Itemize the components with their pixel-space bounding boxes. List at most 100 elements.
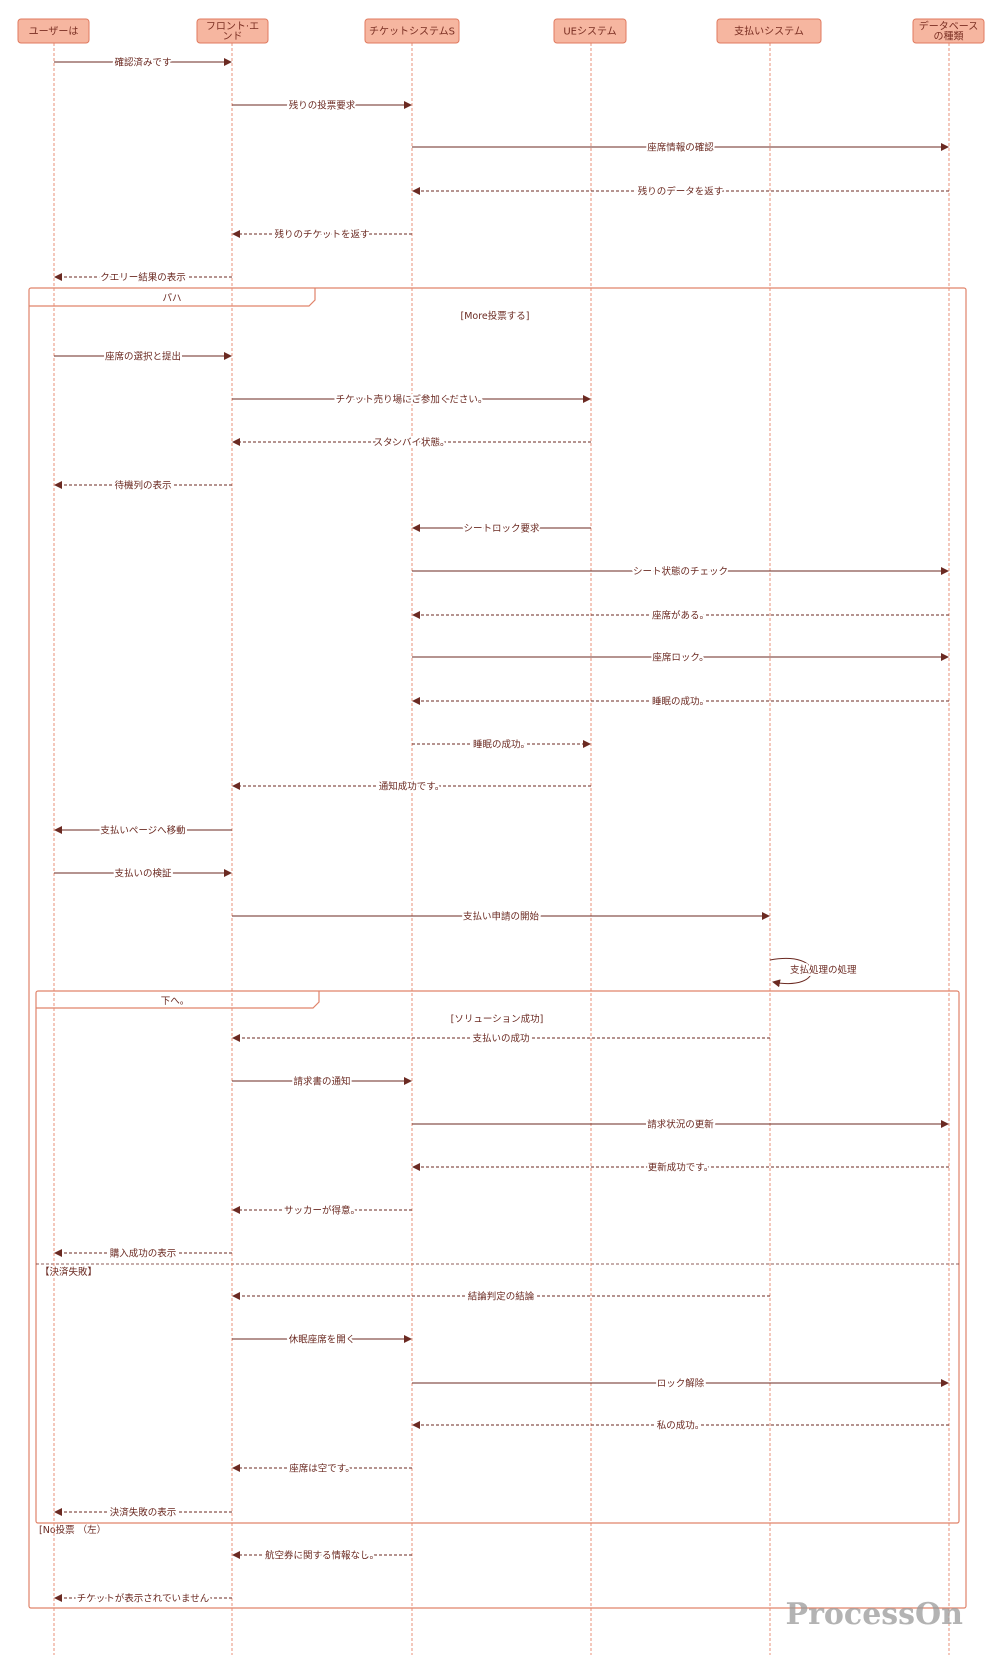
message-label: 更新成功です。	[648, 1162, 714, 1174]
participant-name: 支払いシステム	[734, 25, 804, 38]
participant-name: フロント·エ	[206, 22, 259, 33]
message: 座席がある。	[412, 608, 949, 624]
message-label: チケットが表示されていません	[77, 1593, 209, 1605]
message: ロック解除	[412, 1376, 949, 1392]
participant-name: ユーザーは	[29, 26, 79, 38]
message-label: サッカーが得意。	[284, 1205, 360, 1217]
message: 請求状況の更新	[412, 1117, 949, 1133]
participant-name: の種類	[934, 30, 964, 43]
message-label: 請求状況の更新	[647, 1119, 714, 1131]
inner-frame-tab	[36, 991, 320, 1009]
inner-frame-else-guard: 【決済失敗】	[40, 1266, 97, 1278]
message-label: ロック解除	[657, 1378, 705, 1390]
message: 支払いページへ移動	[54, 823, 232, 839]
message-label: 残りの投票要求	[289, 100, 356, 112]
message: 結論判定の結論	[232, 1289, 770, 1305]
message-label: 支払処理の処理	[790, 964, 857, 976]
participant-box	[17, 18, 90, 44]
message-label: 座席の選択と提出	[105, 351, 181, 363]
message: 購入成功の表示	[54, 1246, 232, 1262]
message: スタンバイ状態。	[232, 435, 591, 451]
message-label: シート状態のチェック	[633, 566, 728, 578]
message: 私の成功。	[412, 1418, 949, 1434]
message-label: 確認済みです	[114, 57, 171, 69]
message-label: 座席がある。	[652, 610, 709, 622]
message: 航空券に関する情報なし。	[232, 1548, 412, 1564]
participant: ユーザーは	[17, 18, 90, 1655]
message-label: 結論判定の結論	[468, 1291, 535, 1303]
message: 支払いの成功	[232, 1031, 770, 1047]
message-label: 請求書の通知	[293, 1076, 350, 1088]
message: 支払いの検証	[54, 866, 232, 882]
message: 座席の選択と提出	[54, 349, 232, 365]
participant-name: チケットシステムS	[369, 26, 455, 38]
message: クエリー結果の表示	[54, 270, 232, 286]
outer-frame-tab	[29, 288, 316, 307]
message-label: 通知成功です。	[379, 781, 445, 793]
outer-frame-label: パハ	[162, 293, 181, 304]
message-label: 待機列の表示	[114, 480, 171, 492]
participant: 支払いシステム	[716, 18, 822, 1655]
message-label: 支払いの検証	[114, 868, 172, 880]
outer-alt-frame	[28, 287, 967, 1609]
outer-frame-else-guard: [No投票 （左）	[39, 1524, 106, 1536]
message-label: 座席情報の確認	[647, 142, 714, 154]
message: 支払い申請の開始	[232, 909, 770, 925]
message-label: 私の成功。	[657, 1420, 705, 1432]
self-message-arrow	[769, 958, 812, 988]
message-label: 支払いページへ移動	[100, 825, 185, 837]
message: 通知成功です。	[232, 779, 591, 795]
inner-alt-frame	[35, 990, 960, 1524]
message-label: 睡眠の成功。	[652, 696, 709, 708]
message: 残りのチケットを返す	[232, 227, 412, 243]
message: 座席情報の確認	[412, 140, 949, 156]
participant: フロント·エンド	[196, 18, 269, 1655]
message: シートロック要求	[412, 521, 591, 537]
message: 休眠座席を開く	[232, 1332, 412, 1348]
message: 更新成功です。	[412, 1160, 949, 1176]
message: 確認済みです	[54, 55, 232, 71]
processon-watermark: ProcessOn	[786, 1597, 964, 1632]
message-label: シートロック要求	[463, 523, 540, 535]
message: 支払処理の処理	[769, 958, 859, 988]
message: 座席ロック。	[412, 650, 949, 666]
inner-frame-guard: [ソリューション成功]	[451, 1013, 544, 1025]
message-label: 休眠座席を開く	[289, 1334, 356, 1346]
message-label: チケット売り場にご参加ください。	[336, 394, 488, 406]
participant-box	[364, 18, 460, 44]
message-label: 支払いの成功	[472, 1033, 529, 1045]
message: 決済失敗の表示	[54, 1505, 232, 1521]
message: 待機列の表示	[54, 478, 232, 494]
message-label: 残りのチケットを返す	[274, 229, 369, 241]
message-label: 支払い申請の開始	[463, 911, 540, 923]
message-label: スタンバイ状態。	[373, 437, 449, 449]
message: チケットが表示されていません	[54, 1591, 232, 1607]
message-label: 座席は空です。	[289, 1463, 355, 1475]
participant-name: ンド	[223, 32, 243, 43]
participant-box	[196, 18, 269, 44]
message-label: 座席ロック。	[652, 652, 708, 664]
message: 睡眠の成功。	[412, 694, 949, 710]
message: 残りの投票要求	[232, 98, 412, 114]
inner-frame-label: 下へ。	[161, 996, 190, 1007]
participant-box	[912, 18, 985, 44]
message: サッカーが得意。	[232, 1203, 412, 1219]
message-label: 購入成功の表示	[110, 1248, 177, 1260]
message-label: 決済失敗の表示	[110, 1507, 177, 1519]
participant: チケットシステムS	[364, 18, 460, 1655]
message-label: クエリー結果の表示	[100, 272, 186, 284]
message: 睡眠の成功。	[412, 737, 591, 753]
participant: UEシステム	[553, 18, 627, 1655]
message: 請求書の通知	[232, 1074, 412, 1090]
message: シート状態のチェック	[412, 564, 949, 580]
participant-box	[716, 18, 822, 44]
message: 残りのデータを返す	[412, 184, 949, 200]
message: チケット売り場にご参加ください。	[232, 392, 591, 408]
outer-frame-guard: [More投票する]	[461, 310, 530, 322]
participant-name: データベース	[919, 20, 979, 33]
message-label: 航空券に関する情報なし。	[265, 1550, 379, 1562]
message: 座席は空です。	[232, 1461, 412, 1477]
message-label: 睡眠の成功。	[473, 739, 530, 751]
